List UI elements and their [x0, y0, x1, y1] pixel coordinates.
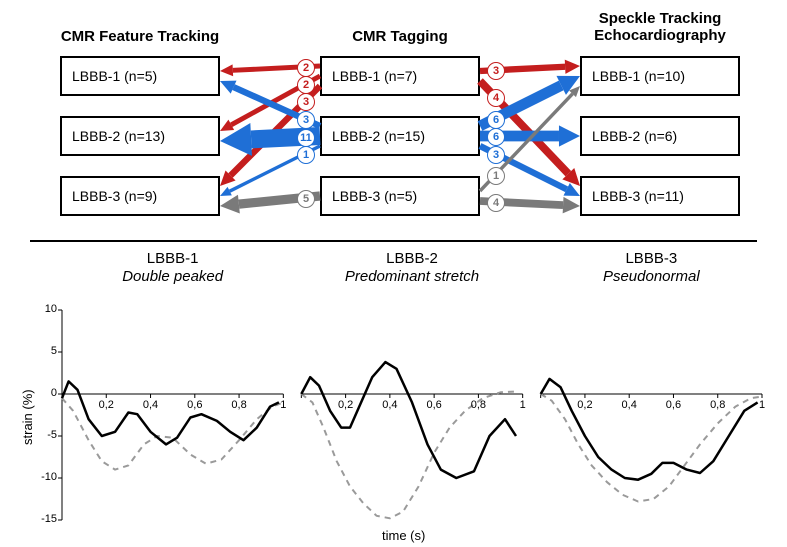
x-tick-label: 0,8	[466, 399, 490, 411]
chart-subtitle: Pseudonormal	[541, 268, 761, 285]
y-tick-label: -5	[32, 429, 57, 441]
y-tick-label: 5	[32, 345, 57, 357]
chart-subtitle: Predominant stretch	[302, 268, 522, 285]
y-tick-label: 0	[32, 387, 57, 399]
chart-title: LBBB-2	[302, 250, 522, 267]
x-tick-label: 1	[511, 399, 535, 411]
x-axis-label: time (s)	[382, 528, 425, 543]
y-tick-label: 10	[32, 303, 57, 315]
y-tick-label: -15	[32, 513, 57, 525]
x-tick-label: 1	[271, 399, 295, 411]
figure-root: CMR Feature TrackingCMR TaggingSpeckle T…	[0, 0, 787, 547]
x-tick-label: 0,6	[661, 399, 685, 411]
x-tick-label: 0,8	[227, 399, 251, 411]
x-tick-label: 0,4	[378, 399, 402, 411]
x-tick-label: 0,4	[139, 399, 163, 411]
x-tick-label: 0,2	[94, 399, 118, 411]
x-tick-label: 0,2	[334, 399, 358, 411]
y-tick-label: -10	[32, 471, 57, 483]
x-tick-label: 1	[750, 399, 774, 411]
x-tick-label: 0,8	[706, 399, 730, 411]
chart-title: LBBB-1	[63, 250, 283, 267]
chart-title: LBBB-3	[541, 250, 761, 267]
x-tick-label: 0,6	[422, 399, 446, 411]
x-tick-label: 0,2	[573, 399, 597, 411]
x-tick-label: 0,4	[617, 399, 641, 411]
x-tick-label: 0,6	[183, 399, 207, 411]
chart-subtitle: Double peaked	[63, 268, 283, 285]
